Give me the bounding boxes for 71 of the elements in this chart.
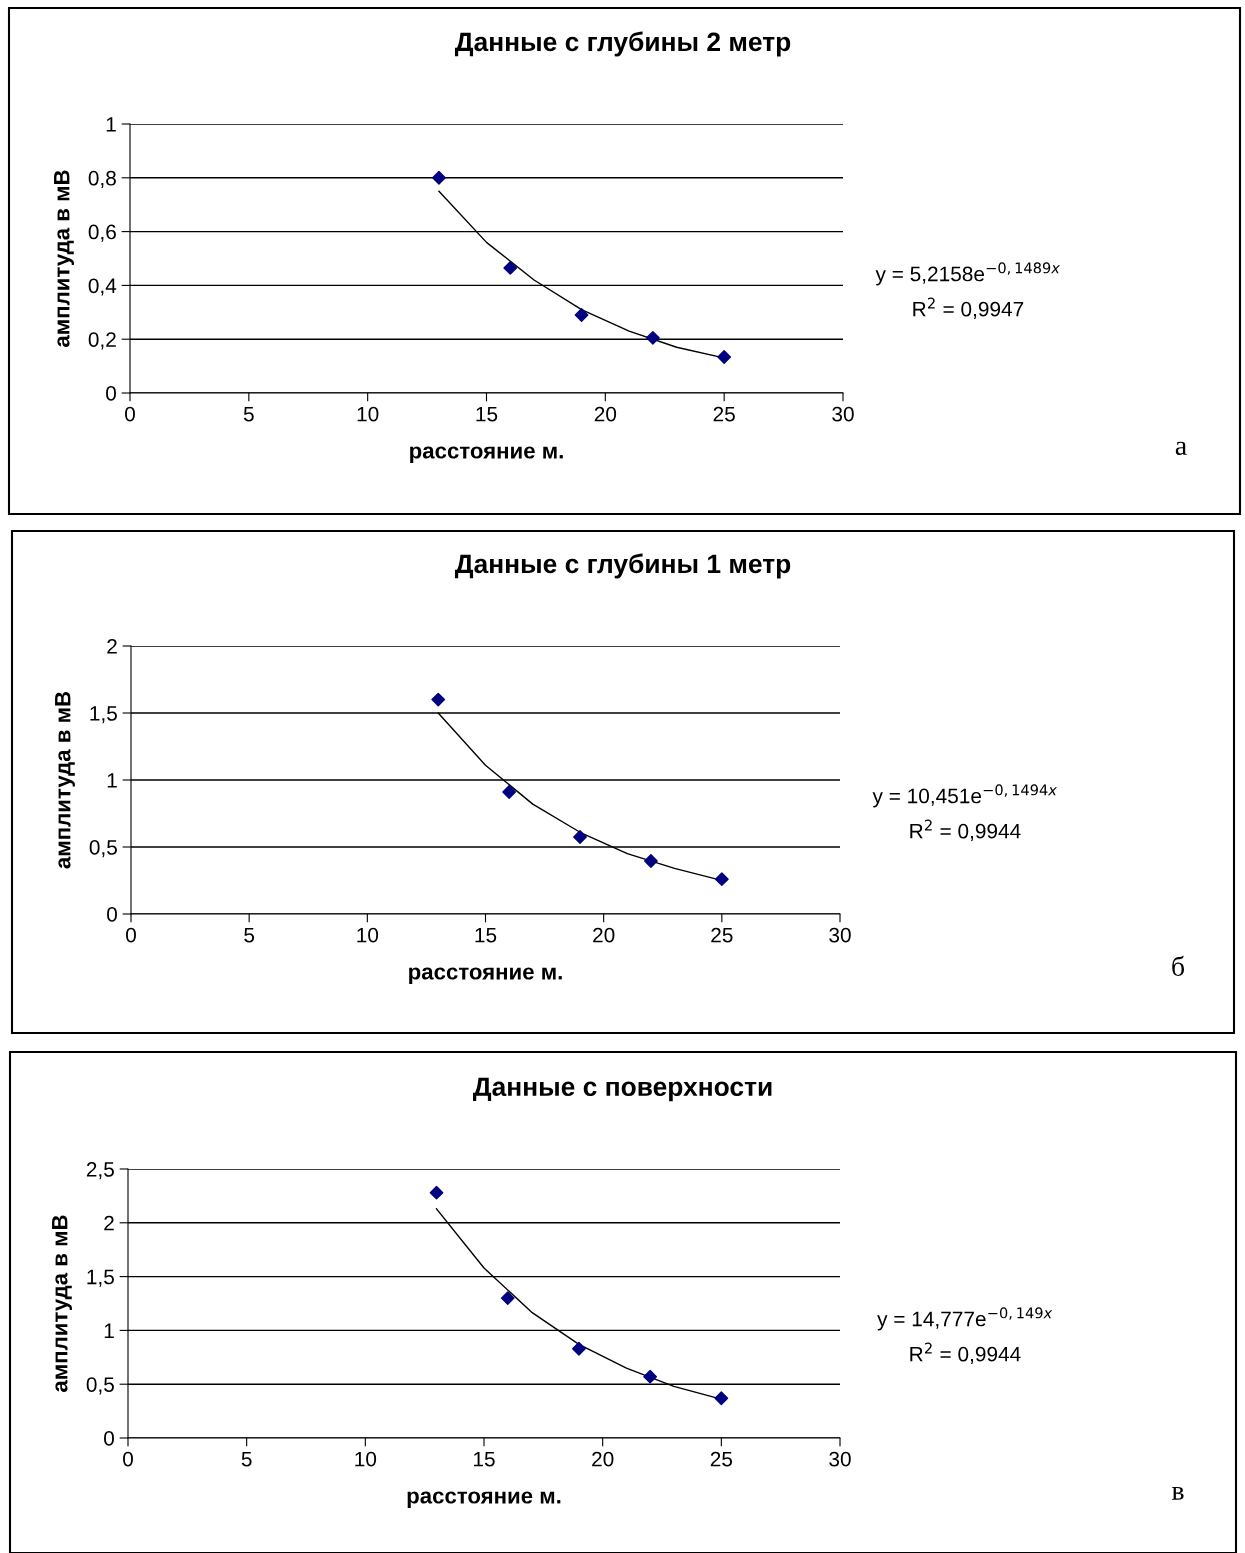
y-tick-label: 1,5 bbox=[90, 706, 117, 724]
y-axis-title: амплитуда в мВ bbox=[52, 1215, 72, 1392]
point bbox=[717, 350, 732, 364]
point bbox=[503, 261, 518, 275]
y-tick-label: 0 bbox=[107, 907, 117, 922]
point bbox=[574, 308, 589, 322]
point bbox=[714, 1391, 729, 1406]
x-tick-label: 10 bbox=[357, 927, 379, 943]
y-tick-label: 1 bbox=[104, 1323, 114, 1338]
x-tick-label: 25 bbox=[710, 1451, 733, 1467]
y-tick-label: 1,5 bbox=[87, 1269, 114, 1287]
x-tick-label: 20 bbox=[594, 406, 617, 422]
x-tick-label: 15 bbox=[475, 927, 497, 943]
point bbox=[572, 1341, 586, 1356]
y-tick-label: 2 bbox=[104, 1215, 114, 1231]
point bbox=[644, 854, 658, 868]
y-tick-label: 0,6 bbox=[88, 224, 116, 242]
y-tick-label: 0,4 bbox=[88, 278, 117, 296]
x-tick-label: 30 bbox=[832, 406, 854, 422]
text: R$^{2}$ = 0,9944 bbox=[910, 1342, 1021, 1365]
y-tick-label: 2,5 bbox=[86, 1162, 114, 1180]
y-tick-label: 0 bbox=[106, 386, 116, 401]
y-tick-label: 0 bbox=[104, 1431, 114, 1446]
y-tick-label: 0,5 bbox=[89, 840, 117, 858]
text: y = 14,777e$^{−0,149x}$ bbox=[877, 1307, 1053, 1331]
x-tick-label: 5 bbox=[244, 927, 255, 943]
y-tick-label: 0,5 bbox=[86, 1377, 114, 1395]
y-tick-label: 2 bbox=[107, 639, 117, 654]
y-axis-title: амплитуда в мВ bbox=[54, 170, 74, 347]
text: y = 5,2158e$^{−0,1489x}$ bbox=[875, 262, 1061, 286]
x-tick-label: 15 bbox=[476, 406, 498, 422]
x-tick-label: 0 bbox=[126, 927, 136, 943]
point bbox=[432, 170, 446, 185]
x-tick-label: 30 bbox=[829, 927, 851, 943]
point bbox=[573, 830, 587, 844]
x-tick-label: 15 bbox=[474, 1451, 495, 1467]
text: в bbox=[1171, 1486, 1184, 1500]
y-tick-label: 1 bbox=[107, 773, 117, 788]
point bbox=[429, 1185, 444, 1200]
text: R$^{2}$ = 0,9944 bbox=[910, 819, 1021, 842]
point bbox=[643, 1369, 658, 1384]
point bbox=[645, 330, 660, 345]
x-tick-label: 0 bbox=[125, 406, 135, 422]
x-axis-title: расстояние м. bbox=[407, 1491, 561, 1508]
y-axis-title: амплитуда в мВ bbox=[55, 691, 75, 869]
text: б bbox=[1172, 955, 1185, 976]
chart-title: Данные с глубины 2 метр bbox=[454, 31, 791, 57]
x-tick-label: 25 bbox=[713, 406, 735, 422]
point bbox=[431, 692, 446, 707]
y-tick-label: 0,8 bbox=[88, 170, 116, 189]
x-tick-label: 10 bbox=[355, 1451, 377, 1467]
x-tick-label: 30 bbox=[829, 1451, 851, 1467]
chart-title: Данные с глубины 1 метр bbox=[454, 553, 791, 579]
text: y = 10,451e$^{−0,1494x}$ bbox=[872, 784, 1058, 808]
y-tick-label: 1 bbox=[106, 117, 116, 132]
x-tick-label: 20 bbox=[593, 927, 615, 943]
chart-title: Данные с поверхности bbox=[473, 1077, 772, 1102]
x-axis-title: расстояние м. bbox=[409, 967, 562, 984]
y-tick-label: 0,2 bbox=[88, 332, 116, 350]
x-tick-label: 10 bbox=[357, 406, 379, 422]
point bbox=[714, 872, 729, 887]
text: R$^{2}$ = 0,9947 bbox=[913, 297, 1024, 320]
point bbox=[500, 1291, 515, 1306]
x-axis-title: расстояние м. bbox=[410, 446, 563, 463]
text: а bbox=[1175, 441, 1187, 455]
x-tick-label: 25 bbox=[711, 927, 733, 943]
point bbox=[502, 785, 517, 799]
x-tick-label: 5 bbox=[243, 406, 254, 422]
x-tick-label: 20 bbox=[592, 1451, 614, 1467]
x-tick-label: 0 bbox=[123, 1451, 133, 1467]
x-tick-label: 5 bbox=[241, 1451, 252, 1467]
